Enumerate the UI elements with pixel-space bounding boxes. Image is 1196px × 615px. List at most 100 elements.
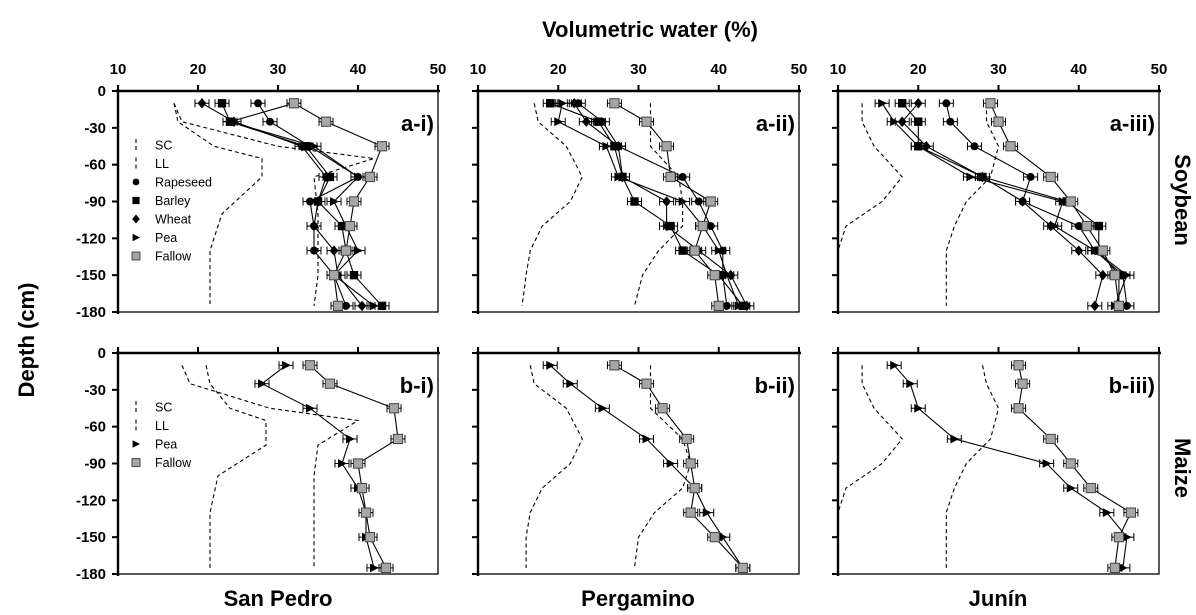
col-label-san-pedro: San Pedro bbox=[224, 586, 333, 611]
data-point-pea bbox=[614, 172, 624, 182]
series-ll bbox=[521, 103, 583, 306]
data-point-fallow bbox=[713, 300, 724, 311]
data-point-wheat bbox=[313, 196, 323, 207]
data-point-fallow bbox=[348, 196, 360, 207]
data-point-wheat bbox=[329, 245, 339, 256]
data-point-pea bbox=[878, 98, 887, 108]
data-point-fallow bbox=[1017, 378, 1028, 389]
y-tick-label: -30 bbox=[84, 120, 106, 137]
data-point-rapeseed bbox=[706, 222, 715, 231]
data-point-pea bbox=[346, 434, 355, 444]
data-point-rapeseed bbox=[306, 197, 314, 206]
legend-label: Rapeseed bbox=[155, 176, 212, 190]
data-point-wheat bbox=[581, 116, 591, 127]
data-point-wheat bbox=[1074, 245, 1084, 256]
data-point-pea bbox=[1118, 563, 1128, 573]
data-point-pea bbox=[718, 532, 728, 542]
data-point-pea bbox=[914, 141, 924, 151]
data-point-fallow bbox=[360, 507, 372, 518]
series-pea bbox=[874, 98, 1135, 311]
data-point-pea bbox=[370, 301, 379, 311]
data-point-pea bbox=[722, 270, 732, 280]
legend-label: Fallow bbox=[155, 456, 192, 470]
data-point-fallow bbox=[1109, 562, 1120, 573]
y-tick-label: -90 bbox=[84, 456, 106, 473]
data-point-pea bbox=[546, 360, 556, 370]
y-tick-label: -60 bbox=[84, 157, 106, 174]
x-tick-label: 50 bbox=[791, 61, 808, 78]
data-point-pea bbox=[370, 563, 379, 573]
series-fallow bbox=[302, 360, 406, 573]
panel-a-iii: 10 20 30 40 50 a-iii) bbox=[830, 61, 1168, 314]
data-point-fallow bbox=[665, 171, 676, 183]
data-point-fallow bbox=[697, 220, 708, 232]
series-line-barley bbox=[901, 102, 1120, 306]
data-point-rapeseed bbox=[266, 117, 274, 126]
data-point-fallow bbox=[1005, 141, 1016, 152]
x-tick-label: 50 bbox=[1151, 61, 1168, 78]
data-point-fallow bbox=[1065, 458, 1076, 469]
data-point-fallow bbox=[705, 196, 716, 207]
data-point-pea bbox=[1050, 221, 1060, 231]
data-point-fallow bbox=[324, 378, 336, 389]
data-point-barley bbox=[546, 99, 555, 108]
series-sc bbox=[945, 103, 1000, 306]
legend: SC LL Rapeseed Barley Wheat Pea Fallow bbox=[131, 139, 212, 264]
data-point-wheat bbox=[569, 98, 579, 109]
data-point-wheat bbox=[309, 220, 319, 232]
series-line-pea bbox=[893, 364, 1128, 568]
col-label-junin: Junín bbox=[969, 586, 1028, 611]
x-tick-label: 20 bbox=[550, 61, 567, 78]
legend-label: LL bbox=[155, 157, 169, 171]
data-point-fallow bbox=[1125, 507, 1137, 518]
data-point-fallow bbox=[685, 458, 696, 469]
data-point-rapeseed bbox=[970, 142, 979, 151]
series-sc bbox=[633, 365, 692, 568]
x-tick-label: 40 bbox=[1070, 61, 1087, 78]
legend-swatch bbox=[132, 178, 140, 186]
data-point-pea bbox=[1122, 532, 1132, 542]
data-point-fallow bbox=[380, 562, 392, 573]
legend-label: SC bbox=[155, 139, 172, 153]
data-point-barley bbox=[349, 270, 359, 280]
data-point-pea bbox=[714, 246, 724, 256]
data-point-fallow bbox=[376, 141, 388, 152]
data-point-wheat bbox=[897, 116, 907, 127]
series-sc bbox=[945, 365, 1000, 568]
data-point-fallow bbox=[392, 433, 404, 445]
col-label-pergamino: Pergamino bbox=[581, 586, 695, 611]
series-ll bbox=[205, 365, 267, 568]
x-tick-label: 10 bbox=[830, 61, 847, 78]
data-point-pea bbox=[1066, 483, 1076, 493]
panel-label: b-iii) bbox=[1109, 373, 1155, 398]
data-point-wheat bbox=[742, 300, 752, 312]
panel-b-ii: b-ii) bbox=[472, 347, 801, 576]
data-point-fallow bbox=[364, 171, 376, 183]
data-point-fallow bbox=[344, 220, 356, 232]
y-tick-label: -30 bbox=[84, 382, 106, 399]
series-line-ll bbox=[837, 365, 903, 568]
data-point-fallow bbox=[985, 98, 996, 109]
data-point-pea bbox=[566, 379, 576, 389]
y-tick-label: -90 bbox=[84, 194, 106, 211]
data-point-pea bbox=[354, 246, 363, 256]
data-point-pea bbox=[890, 117, 900, 127]
data-point-pea bbox=[602, 141, 612, 151]
data-point-rapeseed bbox=[942, 99, 951, 108]
panels: 10 20 30 40 50 0 -30 -60 -90 -120 -150 -180 a-i) SC LL… bbox=[76, 61, 1167, 583]
legend-swatch bbox=[132, 233, 141, 242]
data-point-fallow bbox=[1045, 433, 1056, 445]
series-pea bbox=[886, 360, 1135, 573]
data-point-fallow bbox=[993, 116, 1004, 127]
y-tick-label: 0 bbox=[98, 345, 106, 362]
data-point-pea bbox=[338, 459, 347, 468]
series-ll bbox=[525, 365, 583, 568]
row-label-maize: Maize bbox=[1170, 438, 1195, 498]
data-point-fallow bbox=[288, 98, 300, 109]
data-point-fallow bbox=[1013, 360, 1024, 371]
data-point-pea bbox=[554, 117, 564, 127]
series-sc bbox=[181, 365, 360, 568]
legend-swatch bbox=[132, 440, 141, 448]
data-point-pea bbox=[666, 459, 676, 468]
